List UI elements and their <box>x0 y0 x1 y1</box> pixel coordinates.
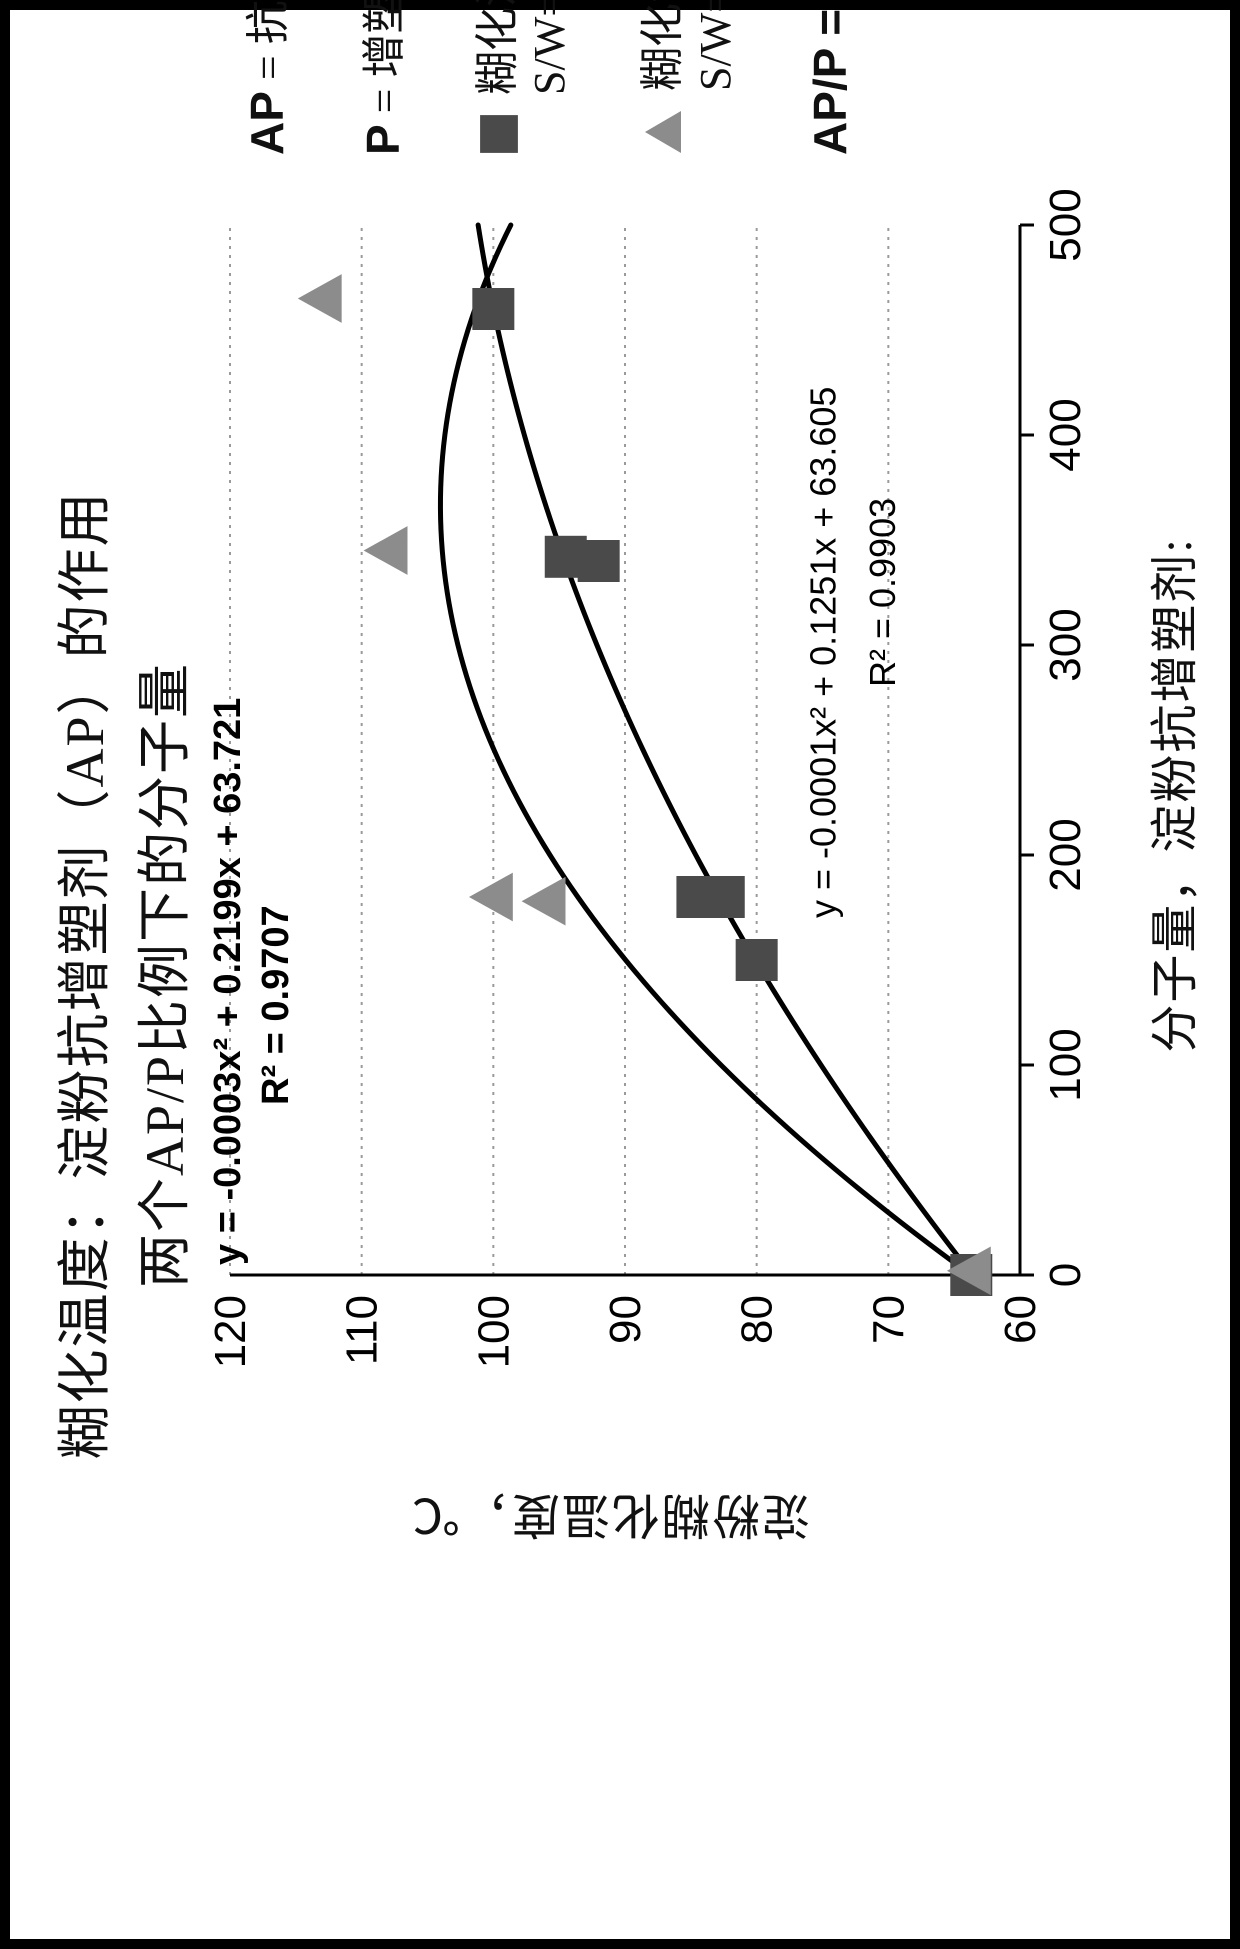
y-axis-label: 淀粉糊化温度，℃ <box>160 1485 1060 1555</box>
svg-text:400: 400 <box>1041 398 1090 471</box>
svg-text:100: 100 <box>469 1295 518 1368</box>
chart-title-line2: 两个AP/P比例下的分子量 <box>120 365 199 1585</box>
legend: AP = 抗增塑剂 P = 增塑剂 糊化温度, S/W=1 糊化温度, S/W=… <box>240 0 857 155</box>
svg-text:120: 120 <box>206 1295 255 1368</box>
legend-p-definition: P = 增塑剂 <box>356 0 412 155</box>
legend-series2: 糊化温度, S/W=1.8 - 2.0 <box>637 0 743 155</box>
svg-text:200: 200 <box>1041 818 1090 891</box>
svg-text:R² = 0.9707: R² = 0.9707 <box>255 905 297 1105</box>
legend-ap-definition: AP = 抗增塑剂 <box>240 0 296 155</box>
legend-p-rest: = 增塑剂 <box>360 0 409 124</box>
legend-series2-line1: 糊化温度, <box>638 0 687 91</box>
svg-text:60: 60 <box>996 1295 1045 1344</box>
legend-p-prefix: P <box>357 124 409 155</box>
svg-text:90: 90 <box>601 1295 650 1344</box>
legend-ap-prefix: AP <box>241 91 293 155</box>
svg-text:70: 70 <box>864 1295 913 1344</box>
svg-text:0: 0 <box>1041 1262 1090 1286</box>
chart-svg: 607080901001101200100200300400500y = -0.… <box>210 205 1110 1385</box>
svg-text:300: 300 <box>1041 608 1090 681</box>
legend-series1: 糊化温度, S/W=1 <box>472 0 578 155</box>
landscape-canvas: 糊化温度：淀粉抗增塑剂（AP）的作用 两个AP/P比例下的分子量 淀粉糊化温度，… <box>10 365 1230 1585</box>
svg-text:80: 80 <box>733 1295 782 1344</box>
legend-series1-line1: 糊化温度, <box>473 0 522 95</box>
svg-text:y = -0.0001x² + 0.1251x + 63.6: y = -0.0001x² + 0.1251x + 63.605 <box>803 386 844 917</box>
legend-ratio-note: AP/P = 1.8 - 2.0 <box>803 0 857 155</box>
figure-frame: 糊化温度：淀粉抗增塑剂（AP）的作用 两个AP/P比例下的分子量 淀粉糊化温度，… <box>0 0 1240 1949</box>
svg-text:R² = 0.9903: R² = 0.9903 <box>862 497 903 686</box>
svg-text:y = -0.0003x² + 0.2199x + 63.7: y = -0.0003x² + 0.2199x + 63.721 <box>207 697 249 1264</box>
legend-series2-line2: S/W=1.8 - 2.0 <box>691 0 740 91</box>
triangle-marker-icon <box>643 109 683 155</box>
x-axis-label: 分子量，淀粉抗增塑剂: <box>1135 205 1205 1385</box>
svg-text:100: 100 <box>1041 1028 1090 1101</box>
legend-ap-rest: = 抗增塑剂 <box>244 0 293 91</box>
plot-area: 607080901001101200100200300400500y = -0.… <box>210 205 1110 1385</box>
svg-text:500: 500 <box>1041 188 1090 261</box>
legend-series1-line2: S/W=1 <box>525 0 574 95</box>
square-marker-icon <box>478 113 520 155</box>
chart-title-line1: 糊化温度：淀粉抗增塑剂（AP）的作用 <box>40 365 119 1585</box>
svg-text:110: 110 <box>338 1295 387 1365</box>
